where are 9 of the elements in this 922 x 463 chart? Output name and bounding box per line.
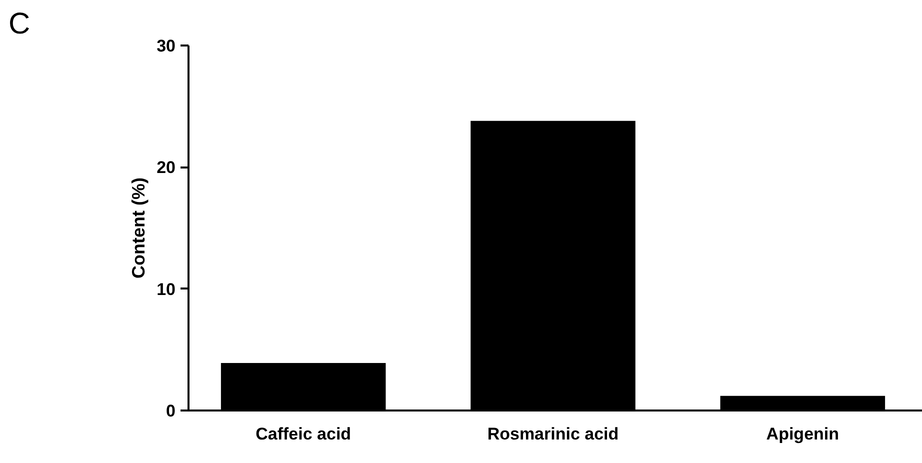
y-tick-label: 30 — [156, 36, 176, 56]
text: C — [8, 8, 30, 40]
y-tick-label: 0 — [166, 402, 176, 420]
x-tick-label: Apigenin — [766, 424, 840, 444]
y-tick-label: 10 — [156, 280, 176, 299]
x-tick-label: Caffeic acid — [256, 424, 352, 444]
y-tick-label: 20 — [156, 158, 176, 178]
x-tick-label: Rosmarinic acid — [487, 424, 619, 444]
y-axis-title: Content (%) — [128, 178, 149, 278]
